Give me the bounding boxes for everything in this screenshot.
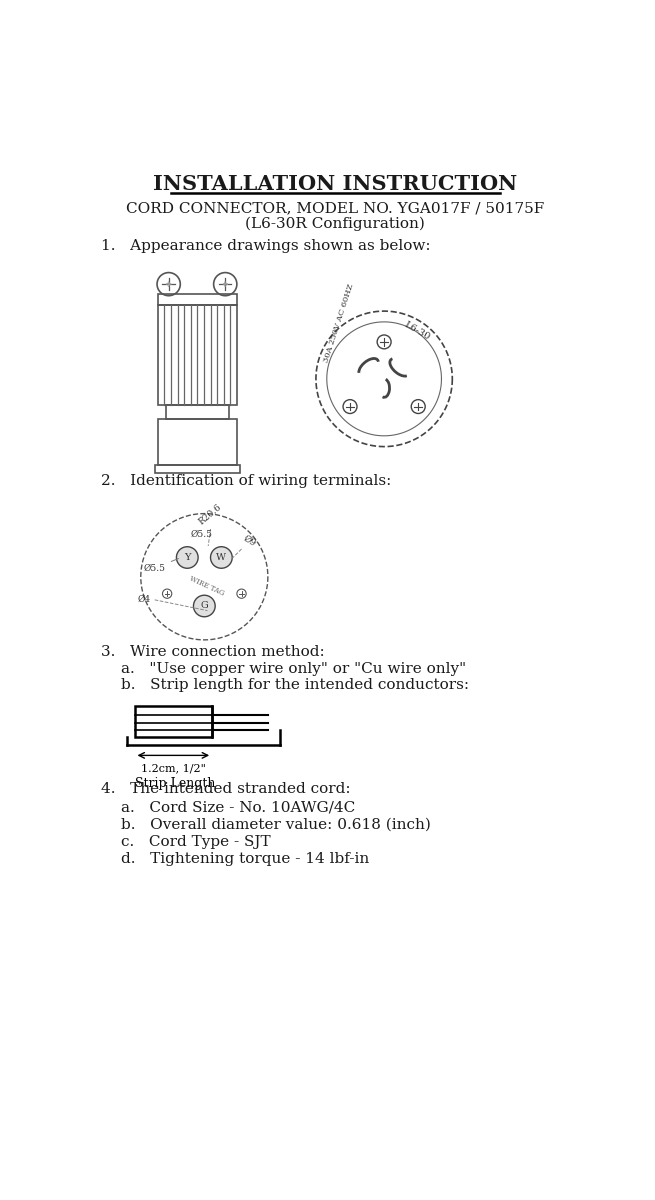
Circle shape <box>193 595 215 617</box>
Text: 30A 250V AC 60HZ: 30A 250V AC 60HZ <box>323 283 356 364</box>
Text: 1.   Appearance drawings shown as below:: 1. Appearance drawings shown as below: <box>102 240 431 253</box>
Text: 4.   The intended stranded cord:: 4. The intended stranded cord: <box>102 782 351 797</box>
Text: Ø5.5: Ø5.5 <box>191 529 213 539</box>
Text: INSTALLATION INSTRUCTION: INSTALLATION INSTRUCTION <box>153 174 517 194</box>
Text: b.   Strip length for the intended conductors:: b. Strip length for the intended conduct… <box>121 678 469 691</box>
Bar <box>166 406 229 419</box>
Bar <box>158 419 237 466</box>
Circle shape <box>176 547 198 569</box>
Circle shape <box>210 547 233 569</box>
Text: G: G <box>200 601 208 611</box>
Text: a.   "Use copper wire only" or "Cu wire only": a. "Use copper wire only" or "Cu wire on… <box>121 662 466 676</box>
Text: a.   Cord Size - No. 10AWG/4C: a. Cord Size - No. 10AWG/4C <box>121 800 355 815</box>
Text: L6-30: L6-30 <box>402 320 431 342</box>
Text: W: W <box>216 553 227 562</box>
Text: CORD CONNECTOR, MODEL NO. YGA017F / 50175F: CORD CONNECTOR, MODEL NO. YGA017F / 5017… <box>126 202 544 216</box>
Text: Y: Y <box>184 553 191 562</box>
Text: (L6-30R Configuration): (L6-30R Configuration) <box>246 216 425 230</box>
Text: 2.   Identification of wiring terminals:: 2. Identification of wiring terminals: <box>102 474 392 488</box>
Bar <box>155 466 240 473</box>
Text: Ø4: Ø4 <box>138 594 151 604</box>
Bar <box>134 706 212 737</box>
Text: Ø9: Ø9 <box>241 534 257 548</box>
Text: d.   Tightening torque - 14 lbf-in: d. Tightening torque - 14 lbf-in <box>121 852 369 865</box>
Text: R20.6: R20.6 <box>197 503 223 527</box>
Text: 3.   Wire connection method:: 3. Wire connection method: <box>102 646 325 659</box>
Text: c.   Cord Type - SJT: c. Cord Type - SJT <box>121 835 271 848</box>
Text: 1.2cm, 1/2": 1.2cm, 1/2" <box>141 763 206 773</box>
Text: Ø5.5: Ø5.5 <box>144 558 179 572</box>
Text: Strip Length: Strip Length <box>134 776 215 790</box>
Bar <box>158 305 237 406</box>
Text: WIRE TAG: WIRE TAG <box>188 575 225 598</box>
Text: b.   Overall diameter value: 0.618 (inch): b. Overall diameter value: 0.618 (inch) <box>121 817 430 832</box>
Bar <box>158 294 237 305</box>
